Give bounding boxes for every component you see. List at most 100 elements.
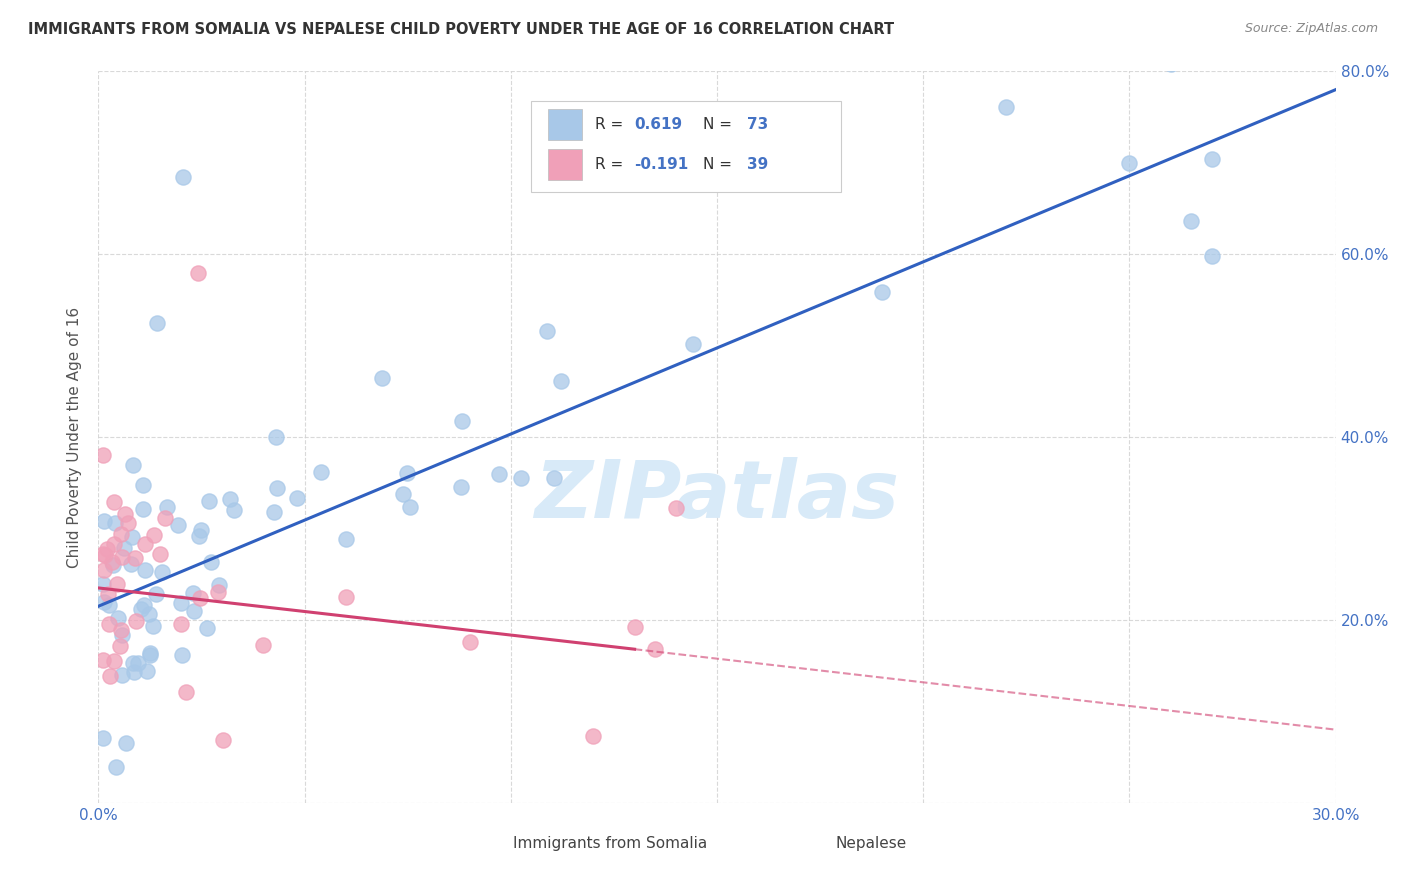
Point [98, 598, 121, 612]
FancyBboxPatch shape [797, 830, 825, 853]
Point [198, 493, 221, 508]
Point [150, 565, 173, 579]
Point [1160, 57, 1182, 71]
Point [121, 656, 143, 670]
Text: ZIPatlas: ZIPatlas [534, 457, 900, 534]
Point [208, 578, 231, 592]
Point [266, 430, 288, 444]
Point [124, 551, 146, 566]
Point [510, 471, 533, 485]
Point [91, 547, 114, 561]
Point [200, 555, 222, 569]
Point [169, 596, 191, 610]
Point [125, 614, 148, 628]
Point [122, 665, 145, 679]
Text: R =: R = [595, 117, 627, 132]
Point [110, 623, 132, 637]
Point [145, 587, 167, 601]
Point [111, 668, 134, 682]
Point [183, 604, 205, 618]
Point [392, 486, 415, 500]
Point [623, 620, 645, 634]
Text: Nepalese: Nepalese [835, 836, 907, 851]
Point [994, 100, 1017, 114]
Point [266, 481, 288, 495]
Point [153, 511, 176, 525]
Text: 0.619: 0.619 [634, 117, 682, 132]
Point [96, 541, 118, 556]
Point [142, 528, 165, 542]
Point [138, 607, 160, 621]
Point [187, 529, 209, 543]
Point [132, 502, 155, 516]
FancyBboxPatch shape [547, 110, 582, 140]
Point [91, 576, 114, 591]
Point [120, 557, 142, 571]
Point [167, 517, 190, 532]
Point [1201, 248, 1223, 262]
Point [121, 530, 143, 544]
Point [98, 669, 121, 683]
Point [115, 736, 138, 750]
Point [91, 448, 114, 462]
Point [550, 374, 572, 388]
Point [222, 503, 245, 517]
Point [207, 585, 229, 599]
Point [1118, 156, 1140, 170]
Point [396, 466, 419, 480]
Point [682, 336, 704, 351]
Point [1263, 54, 1285, 68]
Text: Source: ZipAtlas.com: Source: ZipAtlas.com [1244, 22, 1378, 36]
Point [129, 602, 152, 616]
Text: N =: N = [703, 157, 737, 172]
Point [104, 516, 127, 531]
Point [1180, 214, 1202, 228]
Point [100, 555, 122, 569]
Point [187, 266, 209, 280]
Point [103, 558, 125, 572]
Y-axis label: Child Poverty Under the Age of 16: Child Poverty Under the Age of 16 [67, 307, 83, 567]
Point [112, 541, 135, 555]
Point [108, 640, 131, 654]
Point [122, 458, 145, 472]
Point [93, 563, 115, 577]
Point [543, 470, 565, 484]
Point [111, 628, 134, 642]
Point [98, 616, 121, 631]
Point [111, 550, 134, 565]
Point [142, 619, 165, 633]
Point [335, 532, 357, 546]
Point [190, 591, 212, 605]
Point [211, 732, 233, 747]
Text: IMMIGRANTS FROM SOMALIA VS NEPALESE CHILD POVERTY UNDER THE AGE OF 16 CORRELATIO: IMMIGRANTS FROM SOMALIA VS NEPALESE CHIL… [28, 22, 894, 37]
Point [155, 500, 177, 514]
Point [450, 480, 472, 494]
Point [135, 664, 157, 678]
Point [1201, 152, 1223, 166]
Point [105, 760, 128, 774]
Point [190, 524, 212, 538]
FancyBboxPatch shape [531, 101, 841, 192]
Point [181, 585, 204, 599]
Point [488, 467, 510, 481]
Text: R =: R = [595, 157, 627, 172]
Point [103, 495, 125, 509]
Point [91, 653, 114, 667]
Point [644, 642, 666, 657]
Point [117, 516, 139, 531]
Point [103, 655, 125, 669]
Point [132, 599, 155, 613]
Point [172, 169, 194, 184]
Point [219, 492, 242, 507]
Point [139, 646, 162, 660]
Point [285, 491, 308, 505]
Point [103, 537, 125, 551]
Point [93, 514, 115, 528]
Point [146, 316, 169, 330]
Point [370, 371, 392, 385]
Point [252, 638, 274, 652]
Point [870, 285, 893, 299]
Point [170, 648, 193, 662]
Point [132, 478, 155, 492]
Point [105, 577, 128, 591]
